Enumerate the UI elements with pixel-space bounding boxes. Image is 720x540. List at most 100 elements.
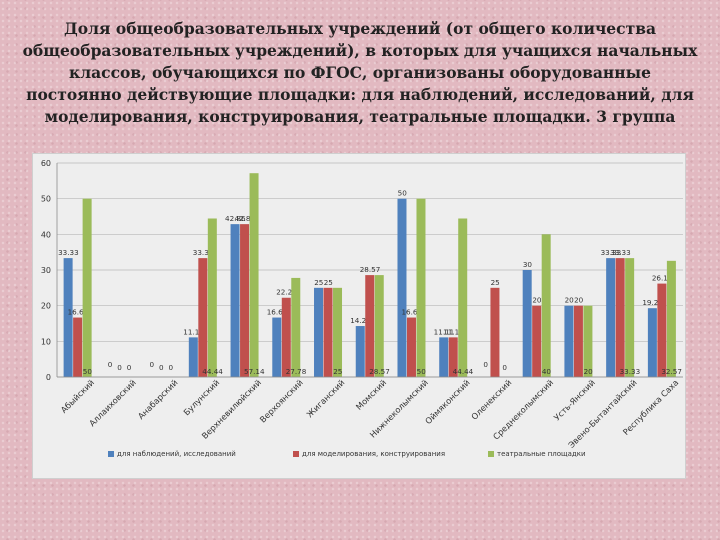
chart-title: Доля общеобразовательных учреждений (от … [22,19,698,126]
data-label-2-11: 40 [542,367,552,376]
data-label-0-0: 33.33 [58,248,79,257]
bar-1-11 [532,305,542,377]
x-tick-label: Эвено-Бытантайский [566,377,639,450]
bar-1-7 [365,275,375,377]
data-label-0-13: 33.33 [601,248,622,257]
y-tick-label: 50 [41,195,51,204]
bar-2-3 [207,218,217,377]
data-label-2-12: 20 [584,367,594,376]
data-label-2-1: 0 [127,363,132,372]
data-label-1-0: 16.67 [68,308,89,317]
x-tick-label: Абыйский [59,377,97,415]
data-label-2-10: 0 [502,363,507,372]
data-label-2-4: 57.14 [244,367,265,376]
data-label-1-6: 25 [324,278,333,287]
bar-2-6 [333,287,343,377]
bar-2-7 [374,275,384,377]
bar-2-14 [666,260,676,377]
data-label-0-6: 25 [314,278,323,287]
bar-1-8 [406,317,416,377]
y-tick-label: 60 [41,159,51,168]
x-tick-label: Булунский [181,377,221,417]
bar-0-7 [355,326,365,377]
bar-0-8 [397,198,407,377]
data-label-0-12: 20 [565,296,575,305]
bar-1-12 [573,305,583,377]
data-label-2-9: 44.44 [453,367,474,376]
bar-1-0 [73,317,83,377]
data-label-0-1: 0 [108,360,113,369]
x-tick-label: Жиганский [304,377,346,419]
bar-1-6 [323,287,333,377]
bar-2-13 [625,258,635,377]
data-label-0-7: 14.29 [350,316,371,325]
x-tick-label: Анабарский [136,377,180,421]
bar-1-14 [657,283,667,377]
data-label-2-14: 32.57 [661,367,682,376]
data-label-1-5: 22.22 [276,288,297,297]
bar-2-5 [291,277,301,377]
data-label-2-0: 50 [83,367,93,376]
x-tick-label: Верхоянский [258,377,305,424]
bar-0-6 [314,287,324,377]
data-label-1-7: 28.57 [360,265,381,274]
bar-0-3 [188,337,198,377]
data-label-0-3: 11.11 [183,327,204,336]
bar-2-9 [458,218,468,377]
x-tick-label: Оймяконский [423,377,472,426]
data-label-0-8: 50 [398,189,408,198]
data-label-0-11: 30 [523,260,533,269]
data-label-1-8: 16.67 [401,308,422,317]
bar-0-0 [63,258,73,377]
bar-1-5 [281,297,291,377]
data-label-1-13: 33.33 [610,248,631,257]
bar-2-11 [541,234,551,377]
bar-2-8 [416,198,426,377]
bar-0-4 [230,224,240,377]
bar-1-10 [490,287,500,377]
data-label-2-5: 27.78 [286,367,307,376]
x-tick-label: Оленекский [469,377,513,421]
data-label-1-2: 0 [159,363,164,372]
data-label-1-12: 20 [574,296,584,305]
y-tick-label: 0 [46,373,51,382]
legend-label: для моделирования, конструирования [302,450,446,458]
bar-0-13 [606,258,616,377]
legend-item: для моделирования, конструирования [293,450,445,458]
data-label-0-5: 16.67 [267,308,288,317]
data-label-0-10: 0 [483,360,488,369]
data-label-2-8: 50 [417,367,427,376]
data-label-0-2: 0 [150,360,155,369]
bar-0-5 [272,317,282,377]
y-tick-label: 30 [41,266,51,275]
data-label-1-4: 42.86 [235,214,256,223]
data-label-2-6: 25 [333,367,342,376]
x-tick-label: Усть-Янский [552,377,597,422]
data-label-0-14: 19.29 [642,298,663,307]
x-tick-label: Момский [354,377,389,412]
legend-item: для наблюдений, исследований [108,450,236,458]
bar-2-4 [249,173,259,377]
data-label-2-2: 0 [169,363,174,372]
y-tick-label: 20 [41,302,51,311]
data-label-2-3: 44.44 [202,367,223,376]
data-label-0-4: 42.86 [225,214,246,223]
legend-label: театральные площадки [497,450,586,458]
bar-1-13 [615,258,625,377]
data-label-2-7: 28.57 [369,367,390,376]
bar-1-3 [198,258,208,377]
data-label-2-13: 33.33 [620,367,641,376]
legend-swatch [108,451,114,457]
data-label-1-10: 25 [491,278,500,287]
data-label-1-14: 26.19 [652,274,673,283]
bar-0-9 [439,337,449,377]
bar-1-9 [448,337,458,377]
y-tick-label: 40 [41,230,51,239]
legend-item: театральные площадки [488,450,586,458]
y-tick-label: 10 [41,337,51,346]
bar-0-11 [522,270,532,377]
legend-swatch [488,451,494,457]
data-label-1-1: 0 [117,363,122,372]
data-label-1-3: 33.33 [193,248,214,257]
